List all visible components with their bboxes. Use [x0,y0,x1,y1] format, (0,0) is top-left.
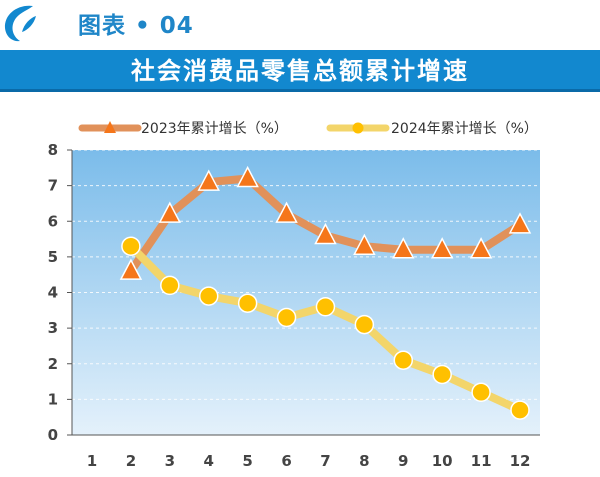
x-tick-label: 6 [281,452,291,470]
data-point-2023 [197,169,220,191]
data-point-2024 [471,382,491,402]
y-tick-label: 7 [48,177,58,195]
data-point-2024 [198,286,219,306]
legend-triangle-marker [104,121,116,133]
data-point-2023 [392,237,415,259]
data-point-2023 [314,222,337,245]
data-point-2023 [430,237,454,259]
y-tick-label: 2 [48,355,58,373]
figure-header: 图表 • 04 [0,0,600,48]
legend-label: 2024年累计增长（%） [391,121,538,137]
y-tick-label: 6 [48,212,58,230]
data-point-2024 [160,275,180,296]
x-tick-label: 2 [126,452,136,470]
data-point-2024 [237,293,258,313]
data-point-2023 [236,165,259,188]
x-tick-label: 3 [165,452,175,470]
data-point-2024 [393,350,414,370]
data-point-2024 [276,307,297,328]
data-point-2023 [275,201,298,223]
x-tick-label: 12 [510,452,531,470]
grid-lines [72,149,540,400]
x-tick-label: 5 [242,452,252,470]
data-point-2024 [315,297,336,317]
figure-label: 图表 • 04 [78,13,194,39]
y-tick-label: 4 [48,284,58,302]
y-tick-label: 1 [48,390,58,408]
legend-label: 2023年累计增长（%） [141,121,288,137]
data-point-2023 [119,258,143,280]
x-tick-label: 1 [87,452,97,470]
brand-logo-icon [4,5,36,42]
data-point-2024 [354,314,375,335]
x-tick-label: 8 [359,452,369,470]
data-point-2023 [508,212,532,234]
x-tick-label: 4 [204,452,214,470]
chart-legend: 2023年累计增长（%） 2024年累计增长（%） [78,121,538,137]
legend-circle-marker [352,122,364,134]
data-point-2024 [432,364,452,385]
y-tick-label: 5 [48,248,58,266]
y-tick-label: 3 [48,319,58,337]
x-tick-label: 10 [432,452,453,470]
x-tick-label: 11 [471,452,492,470]
data-point-2023 [469,237,493,259]
x-tick-label: 9 [398,452,408,470]
data-point-2023 [353,233,376,255]
data-point-2023 [158,201,182,223]
title-underline [0,89,600,92]
chart-title: 社会消费品零售总额累计增速 [131,57,469,85]
data-point-2024 [510,400,530,420]
series-layer [119,165,532,420]
data-point-2024 [121,236,141,256]
x-tick-label: 7 [320,452,330,470]
chart-title-bar: 社会消费品零售总额累计增速 [0,50,600,92]
y-tick-label: 0 [48,426,58,444]
y-tick-label: 8 [48,141,58,159]
